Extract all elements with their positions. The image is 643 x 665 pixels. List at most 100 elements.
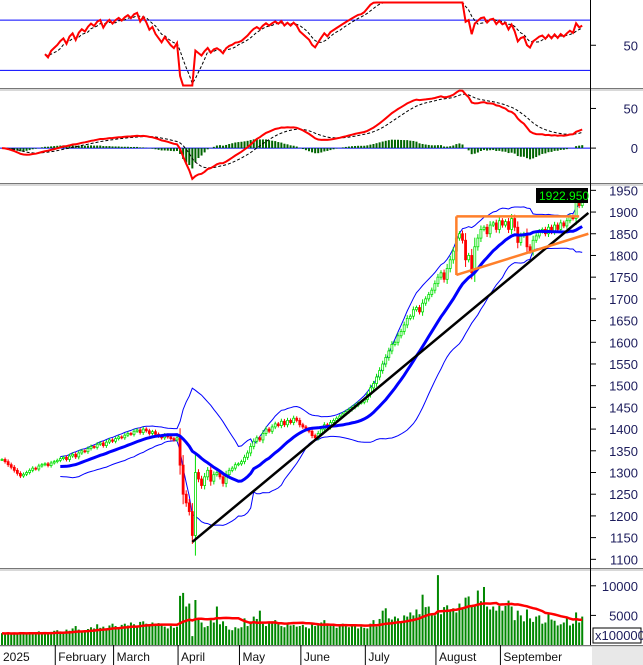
volume-bar: [77, 629, 80, 645]
volume-bar: [277, 624, 280, 645]
macd-histogram-bar: [479, 148, 482, 151]
volume-bar: [96, 624, 99, 645]
volume-bar: [102, 626, 105, 645]
macd-histogram-bar: [102, 146, 105, 149]
candle-up: [43, 463, 47, 466]
volume-bar: [117, 627, 120, 645]
volume-bar: [28, 632, 31, 645]
candle-up: [491, 222, 495, 226]
macd-histogram-bar: [525, 148, 528, 159]
candle-up: [212, 474, 216, 482]
moving-average-line: [60, 225, 583, 483]
volume-bar: [449, 610, 452, 645]
candle-up: [240, 461, 243, 465]
candle-up: [519, 235, 523, 243]
macd-histogram-bar: [344, 146, 347, 149]
macd-histogram-bar: [562, 148, 565, 150]
volume-unit-label: x100000: [595, 628, 643, 643]
candle-up: [273, 423, 277, 428]
volume-bar: [562, 622, 565, 645]
candle-down: [92, 446, 96, 448]
candle-up: [246, 452, 250, 458]
macd-histogram-bar: [114, 146, 117, 149]
candle-up: [52, 461, 56, 464]
volume-bar: [274, 620, 277, 645]
volume-bar: [369, 623, 372, 645]
macd-histogram-bar: [535, 148, 538, 158]
uptrend-line: [191, 211, 590, 543]
candle-up: [399, 331, 403, 337]
macd-histogram-bar: [40, 147, 43, 149]
candle-down: [258, 437, 262, 441]
volume-bar: [387, 618, 390, 645]
volume-bar: [151, 622, 154, 645]
volume-bar: [532, 621, 535, 645]
volume-bar: [218, 624, 221, 645]
macd-histogram-bar: [329, 148, 332, 151]
volume-bar: [265, 626, 268, 645]
volume-bar: [433, 615, 436, 645]
volume-bar: [372, 620, 375, 645]
macd-histogram-bar: [440, 145, 443, 149]
macd-histogram-bar: [10, 148, 13, 150]
macd-histogram-bar: [354, 145, 357, 149]
last-price-badge: 1922.950: [536, 188, 589, 203]
volume-bar: [541, 623, 544, 645]
price-axis-label: 1150: [610, 531, 638, 546]
candle-down: [187, 502, 191, 512]
macd-line: [1, 89, 583, 181]
macd-histogram-bar: [393, 139, 396, 149]
month-label: May: [242, 650, 265, 664]
macd-histogram-bar: [360, 145, 363, 149]
candle-down: [200, 478, 203, 486]
volume-bar: [108, 625, 111, 645]
candle-up: [393, 341, 397, 345]
candle-up: [270, 426, 274, 432]
macd-histogram-bar: [108, 146, 111, 149]
macd-histogram-bar: [363, 145, 366, 149]
macd-histogram-bar: [83, 145, 86, 149]
volume-bar: [231, 630, 234, 645]
volume-bar: [311, 623, 314, 645]
candle-down: [9, 464, 13, 468]
macd-histogram-bar: [403, 140, 406, 149]
volume-bar: [301, 624, 304, 645]
macd-histogram-bar: [424, 144, 427, 149]
candle-up: [135, 429, 139, 432]
volume-bar: [510, 606, 513, 645]
volume-bar: [427, 606, 430, 645]
volume-bar: [492, 606, 495, 645]
macd-histogram-bar: [157, 148, 160, 150]
macd-histogram-bar: [350, 146, 353, 149]
candle-up: [504, 221, 507, 226]
macd-histogram-bar: [467, 148, 470, 151]
volume-bar: [172, 627, 175, 645]
macd-histogram-bar: [142, 147, 145, 149]
pane-divider: [0, 568, 643, 571]
candle-up: [286, 420, 289, 426]
candle-up: [279, 420, 283, 427]
volume-bar: [166, 628, 169, 645]
macd-histogram-bar: [522, 148, 525, 157]
volume-bar: [234, 627, 237, 645]
candle-down: [3, 459, 7, 463]
volume-bar: [22, 633, 25, 645]
candle-down: [147, 430, 151, 434]
volume-bar: [114, 626, 117, 645]
candle-down: [169, 436, 173, 440]
volume-bar: [424, 607, 427, 645]
volume-bar: [86, 629, 89, 645]
volume-bar: [50, 631, 53, 645]
candle-up: [332, 420, 335, 423]
macd-histogram-bar: [268, 140, 271, 149]
volume-bar: [19, 631, 22, 645]
volume-bar: [80, 630, 83, 645]
macd-histogram-bar: [458, 143, 461, 149]
macd-histogram-bar: [169, 148, 172, 151]
macd-histogram-bar: [476, 148, 479, 153]
macd-histogram-bar: [369, 144, 372, 149]
candle-up: [194, 472, 197, 536]
macd-histogram-bar: [375, 143, 378, 149]
volume-bar: [31, 633, 34, 645]
macd-histogram-bar: [234, 142, 237, 149]
